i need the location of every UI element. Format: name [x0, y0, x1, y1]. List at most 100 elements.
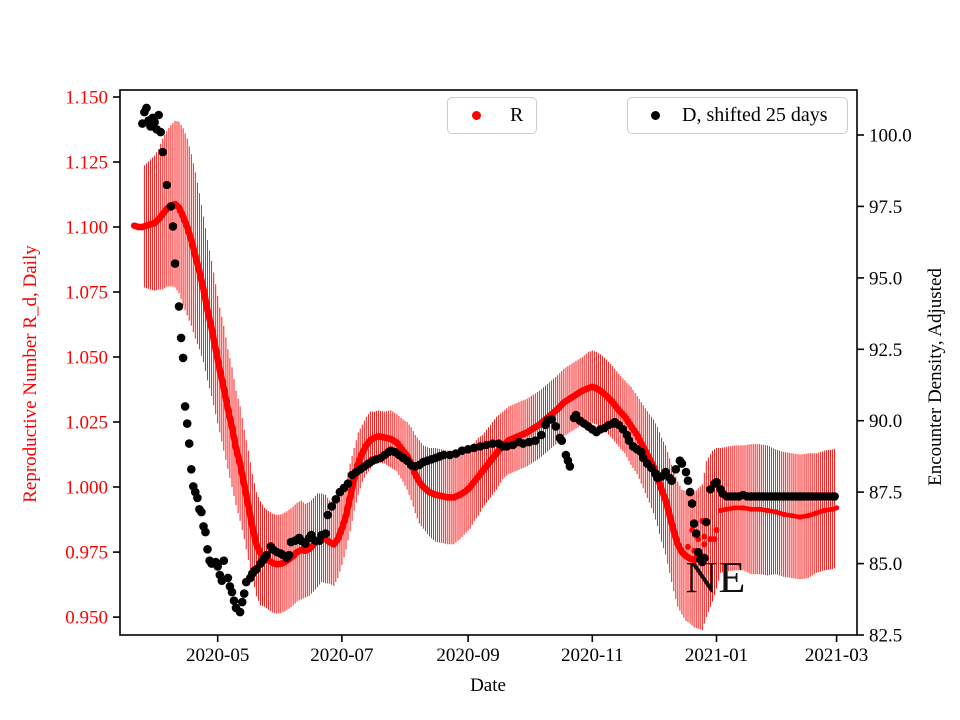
r-series-point: [155, 216, 162, 223]
r-series-point: [467, 483, 474, 491]
r-series-point: [724, 506, 730, 512]
d-series-point: [681, 467, 691, 477]
r-series-point: [196, 268, 203, 275]
d-series-point: [830, 492, 839, 501]
d-series-point: [184, 439, 194, 448]
d-series-point: [174, 302, 184, 311]
d-series-point: [201, 527, 210, 537]
d-series-point: [223, 573, 233, 583]
r-scatter-point: [701, 541, 708, 548]
d-series-point: [551, 422, 560, 431]
r-series-point: [479, 468, 486, 475]
x-tick-label: 2020-07: [310, 645, 373, 666]
d-series-point: [327, 502, 337, 511]
legend-r: R: [447, 97, 537, 134]
r-series-point: [208, 325, 215, 332]
r-series-point: [670, 528, 677, 535]
r-series-point: [493, 450, 500, 457]
r-series-point: [603, 392, 610, 400]
d-series-point: [683, 476, 693, 486]
r-series-point: [748, 506, 754, 512]
y-right-tick-label: 82.5: [869, 626, 902, 647]
r-series-point: [789, 513, 795, 519]
d-series-point: [162, 180, 172, 190]
y-left-tick-label: 1.025: [65, 413, 108, 434]
d-series-point: [193, 493, 202, 503]
r-series-point: [236, 460, 244, 467]
r-series-point: [342, 512, 350, 519]
d-series-point: [182, 419, 192, 428]
d-series-point: [488, 439, 497, 448]
r-series-point: [471, 478, 478, 485]
r-series-point: [805, 513, 811, 519]
r-series-line: [718, 505, 839, 520]
d-series-point: [547, 415, 556, 424]
r-series-point: [674, 541, 681, 548]
r-series-point: [381, 434, 388, 441]
r-series-point: [678, 548, 686, 556]
r-series-point: [517, 431, 525, 439]
legend-d: D, shifted 25 days: [627, 97, 848, 134]
r-series-point: [306, 545, 313, 553]
legend-marker-d: [651, 111, 660, 120]
plot-border: [119, 89, 858, 636]
r-series-point: [359, 450, 366, 457]
d-series-point: [439, 450, 449, 460]
d-series-point: [156, 127, 165, 137]
y-right-tick-label: 95.0: [869, 268, 902, 289]
r-series-point: [524, 429, 531, 436]
r-series-point: [732, 505, 738, 511]
r-scatter-point: [701, 533, 708, 540]
d-series-point: [667, 476, 676, 486]
d-series-point: [158, 147, 168, 157]
d-series-point: [166, 202, 176, 211]
r-series-point: [444, 494, 451, 501]
r-series-point: [487, 457, 494, 465]
d-series-point: [178, 353, 188, 363]
r-series-point: [615, 407, 622, 414]
r-series-point: [426, 489, 433, 496]
y-left-tick-label: 1.100: [65, 218, 108, 239]
d-series-point: [323, 510, 333, 520]
r-series-point: [184, 223, 191, 231]
d-series-point: [187, 465, 196, 474]
r-series-point: [412, 470, 419, 478]
d-series-point: [180, 402, 190, 411]
r-scatter-point: [707, 536, 714, 543]
r-series-point: [536, 421, 543, 428]
r-series-point: [627, 422, 635, 430]
d-series-point: [557, 436, 567, 446]
r-series-point: [249, 522, 256, 530]
r-series-point: [821, 507, 828, 514]
x-axis-label: Date: [470, 675, 506, 696]
y-left-tick-label: 0.950: [65, 608, 108, 629]
r-series-point: [830, 506, 836, 512]
r-series-point: [338, 525, 346, 532]
r-series-point: [662, 496, 669, 504]
annotation-ne: NE: [685, 553, 747, 602]
r-series-point: [633, 431, 641, 439]
r-series-point: [773, 509, 779, 515]
d-series-point: [142, 103, 151, 113]
r-series-point: [530, 425, 537, 432]
x-tick-label: 2020-05: [186, 645, 249, 666]
y-axis-label-left: Reproductive Number R_d, Daily: [20, 245, 41, 503]
r-series-point: [241, 481, 248, 488]
d-series-point: [197, 507, 206, 517]
d-series-point: [235, 607, 245, 617]
r-series-point: [220, 385, 227, 392]
r-series-point: [579, 387, 586, 394]
y-axis-label-right: Encounter Density, Adjusted: [925, 268, 946, 486]
y-right-tick-label: 90.0: [869, 411, 902, 432]
r-series-point: [621, 413, 629, 420]
r-series-point: [200, 286, 207, 293]
legend-label-r: R: [510, 104, 524, 126]
r-series-point: [797, 514, 803, 520]
d-series-point: [702, 517, 711, 527]
r-series-point: [253, 541, 260, 548]
r-series-point: [175, 204, 183, 211]
y-left-tick-label: 1.125: [65, 153, 108, 174]
r-series-point: [232, 444, 240, 452]
